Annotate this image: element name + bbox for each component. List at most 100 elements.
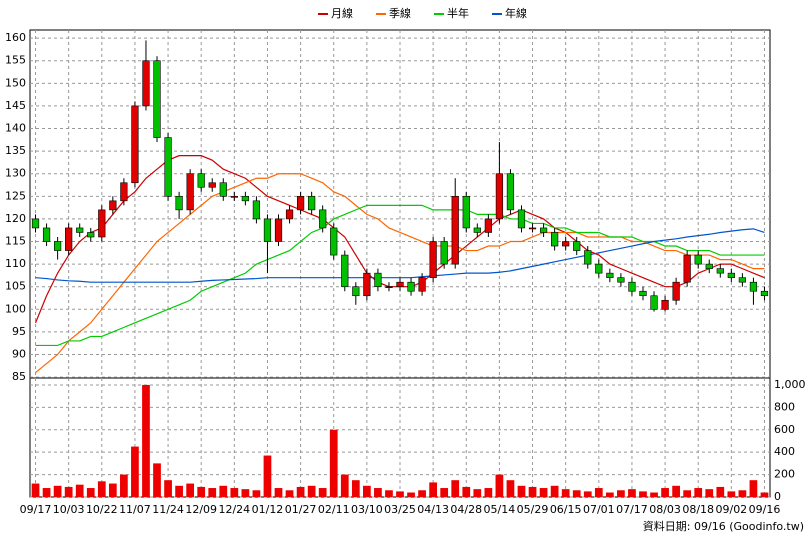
candle-body — [539, 227, 548, 233]
volume-bar — [418, 490, 426, 497]
y2-tick-label: 0 — [774, 490, 781, 503]
candle-body — [65, 227, 73, 251]
volume-bar — [572, 490, 581, 497]
x-tick-label: 08/03 — [649, 503, 681, 516]
y-tick-label: 95 — [12, 325, 26, 338]
volume-bar — [506, 480, 515, 497]
volume-bar — [108, 483, 117, 497]
candle-body — [76, 227, 84, 233]
candle-body — [407, 281, 415, 292]
candle-body — [528, 227, 537, 230]
candle-body — [484, 218, 492, 233]
volume-bar — [86, 488, 95, 497]
volume-bar — [727, 491, 736, 497]
candle-body — [495, 173, 504, 220]
candle-body — [120, 182, 128, 202]
x-tick-label: 07/17 — [616, 503, 648, 516]
y2-tick-label: 600 — [774, 423, 795, 436]
x-tick-label: 12/09 — [185, 503, 217, 516]
volume-bar — [440, 488, 449, 497]
candle-body — [650, 295, 658, 310]
candle-body — [153, 60, 161, 138]
candle-body — [274, 218, 283, 242]
volume-bar — [628, 489, 636, 497]
volume-bar — [738, 490, 747, 497]
volume-bar — [583, 491, 592, 497]
volume-bar — [495, 474, 504, 497]
candle-body — [672, 281, 680, 301]
candle-body — [462, 196, 470, 229]
candle-body — [573, 241, 581, 251]
candle-body — [131, 105, 139, 184]
volume-bar — [120, 474, 128, 497]
x-tick-label: 11/07 — [119, 503, 151, 516]
ma-line — [35, 204, 765, 347]
candle-body — [760, 290, 769, 297]
candle-body — [683, 254, 691, 283]
candle-body — [330, 227, 338, 256]
footer: 資料日期: 09/16 (Goodinfo.tw) — [643, 519, 804, 533]
volume-bar — [451, 480, 460, 497]
y2-tick-label: 200 — [774, 468, 795, 481]
candle-body — [252, 200, 261, 220]
volume-bar — [153, 463, 161, 497]
plot-frame — [29, 29, 771, 498]
volume-bar — [639, 491, 647, 497]
candle-body — [517, 209, 526, 229]
volume-bar — [307, 485, 316, 497]
volume-bar — [760, 492, 769, 497]
candle-body — [341, 254, 349, 288]
candle-body — [694, 254, 702, 265]
volume-bar — [561, 489, 570, 497]
volume-bar — [363, 485, 371, 497]
y-tick-label: 155 — [5, 54, 26, 67]
volume-bar — [329, 429, 338, 497]
volume-bar — [318, 488, 327, 497]
y-tick-label: 130 — [5, 167, 26, 180]
candle-body — [661, 299, 669, 310]
candle-body — [385, 286, 393, 289]
volume-bar — [605, 492, 614, 497]
candle-body — [617, 277, 625, 283]
candle-body — [31, 218, 40, 229]
y-tick-label: 135 — [5, 144, 26, 157]
candle-body — [749, 281, 758, 292]
x-tick-label: 05/29 — [517, 503, 549, 516]
volume-bar — [285, 490, 294, 497]
volume-bar — [208, 488, 217, 497]
x-tick-label: 09/16 — [749, 503, 781, 516]
y-tick-label: 140 — [5, 122, 26, 135]
volume-bar — [484, 488, 493, 497]
x-tick-label: 10/03 — [53, 503, 85, 516]
volume-bar — [186, 483, 195, 497]
volume-bar — [230, 488, 239, 497]
volume-bar — [252, 490, 261, 497]
y-tick-label: 125 — [5, 189, 26, 202]
volume-bar — [131, 446, 139, 497]
y-tick-label: 160 — [5, 31, 26, 44]
candle-body — [197, 173, 205, 188]
candle-body — [186, 173, 194, 211]
candle-body — [296, 196, 305, 211]
volume-bar — [462, 486, 471, 497]
x-tick-label: 04/13 — [417, 503, 449, 516]
volume-bar — [374, 488, 382, 497]
volume-bar — [617, 490, 625, 497]
candle-body — [374, 272, 382, 288]
x-tick-label: 08/18 — [682, 503, 714, 516]
candle-body — [562, 241, 570, 247]
volume-bar — [539, 488, 548, 497]
volume-bar — [407, 492, 415, 497]
volume-bar — [650, 492, 658, 497]
candle-body — [241, 196, 249, 202]
candle-body — [429, 241, 437, 278]
volume-bar — [274, 488, 283, 497]
volume-bar — [175, 485, 183, 497]
candle-body — [109, 200, 117, 211]
volume-bar — [385, 490, 393, 497]
y-tick-label: 150 — [5, 76, 26, 89]
candle-body — [263, 218, 272, 242]
volume-bar — [661, 488, 669, 497]
x-tick-label: 03/10 — [351, 503, 383, 516]
